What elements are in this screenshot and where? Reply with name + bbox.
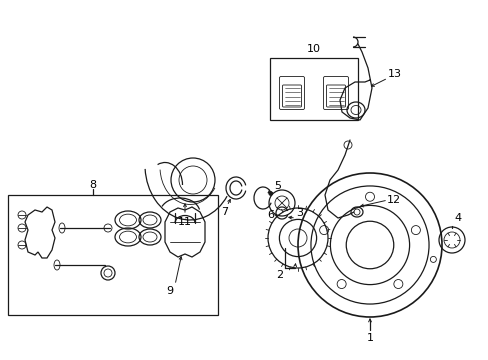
Text: 3: 3 — [296, 208, 303, 218]
Circle shape — [269, 192, 272, 195]
Text: 1: 1 — [366, 333, 373, 343]
Text: 6: 6 — [267, 210, 274, 220]
Bar — [269, 58, 357, 120]
Circle shape — [269, 192, 272, 195]
Text: 8: 8 — [89, 180, 96, 190]
Text: 12: 12 — [386, 195, 400, 205]
Text: 9: 9 — [166, 286, 173, 296]
Text: 11: 11 — [178, 217, 192, 227]
Text: 5: 5 — [274, 181, 281, 191]
Text: 4: 4 — [453, 213, 461, 223]
Text: 10: 10 — [306, 44, 320, 54]
Text: 13: 13 — [387, 69, 401, 79]
Bar — [8, 195, 218, 315]
Text: 7: 7 — [221, 207, 228, 217]
Text: 2: 2 — [276, 270, 283, 280]
